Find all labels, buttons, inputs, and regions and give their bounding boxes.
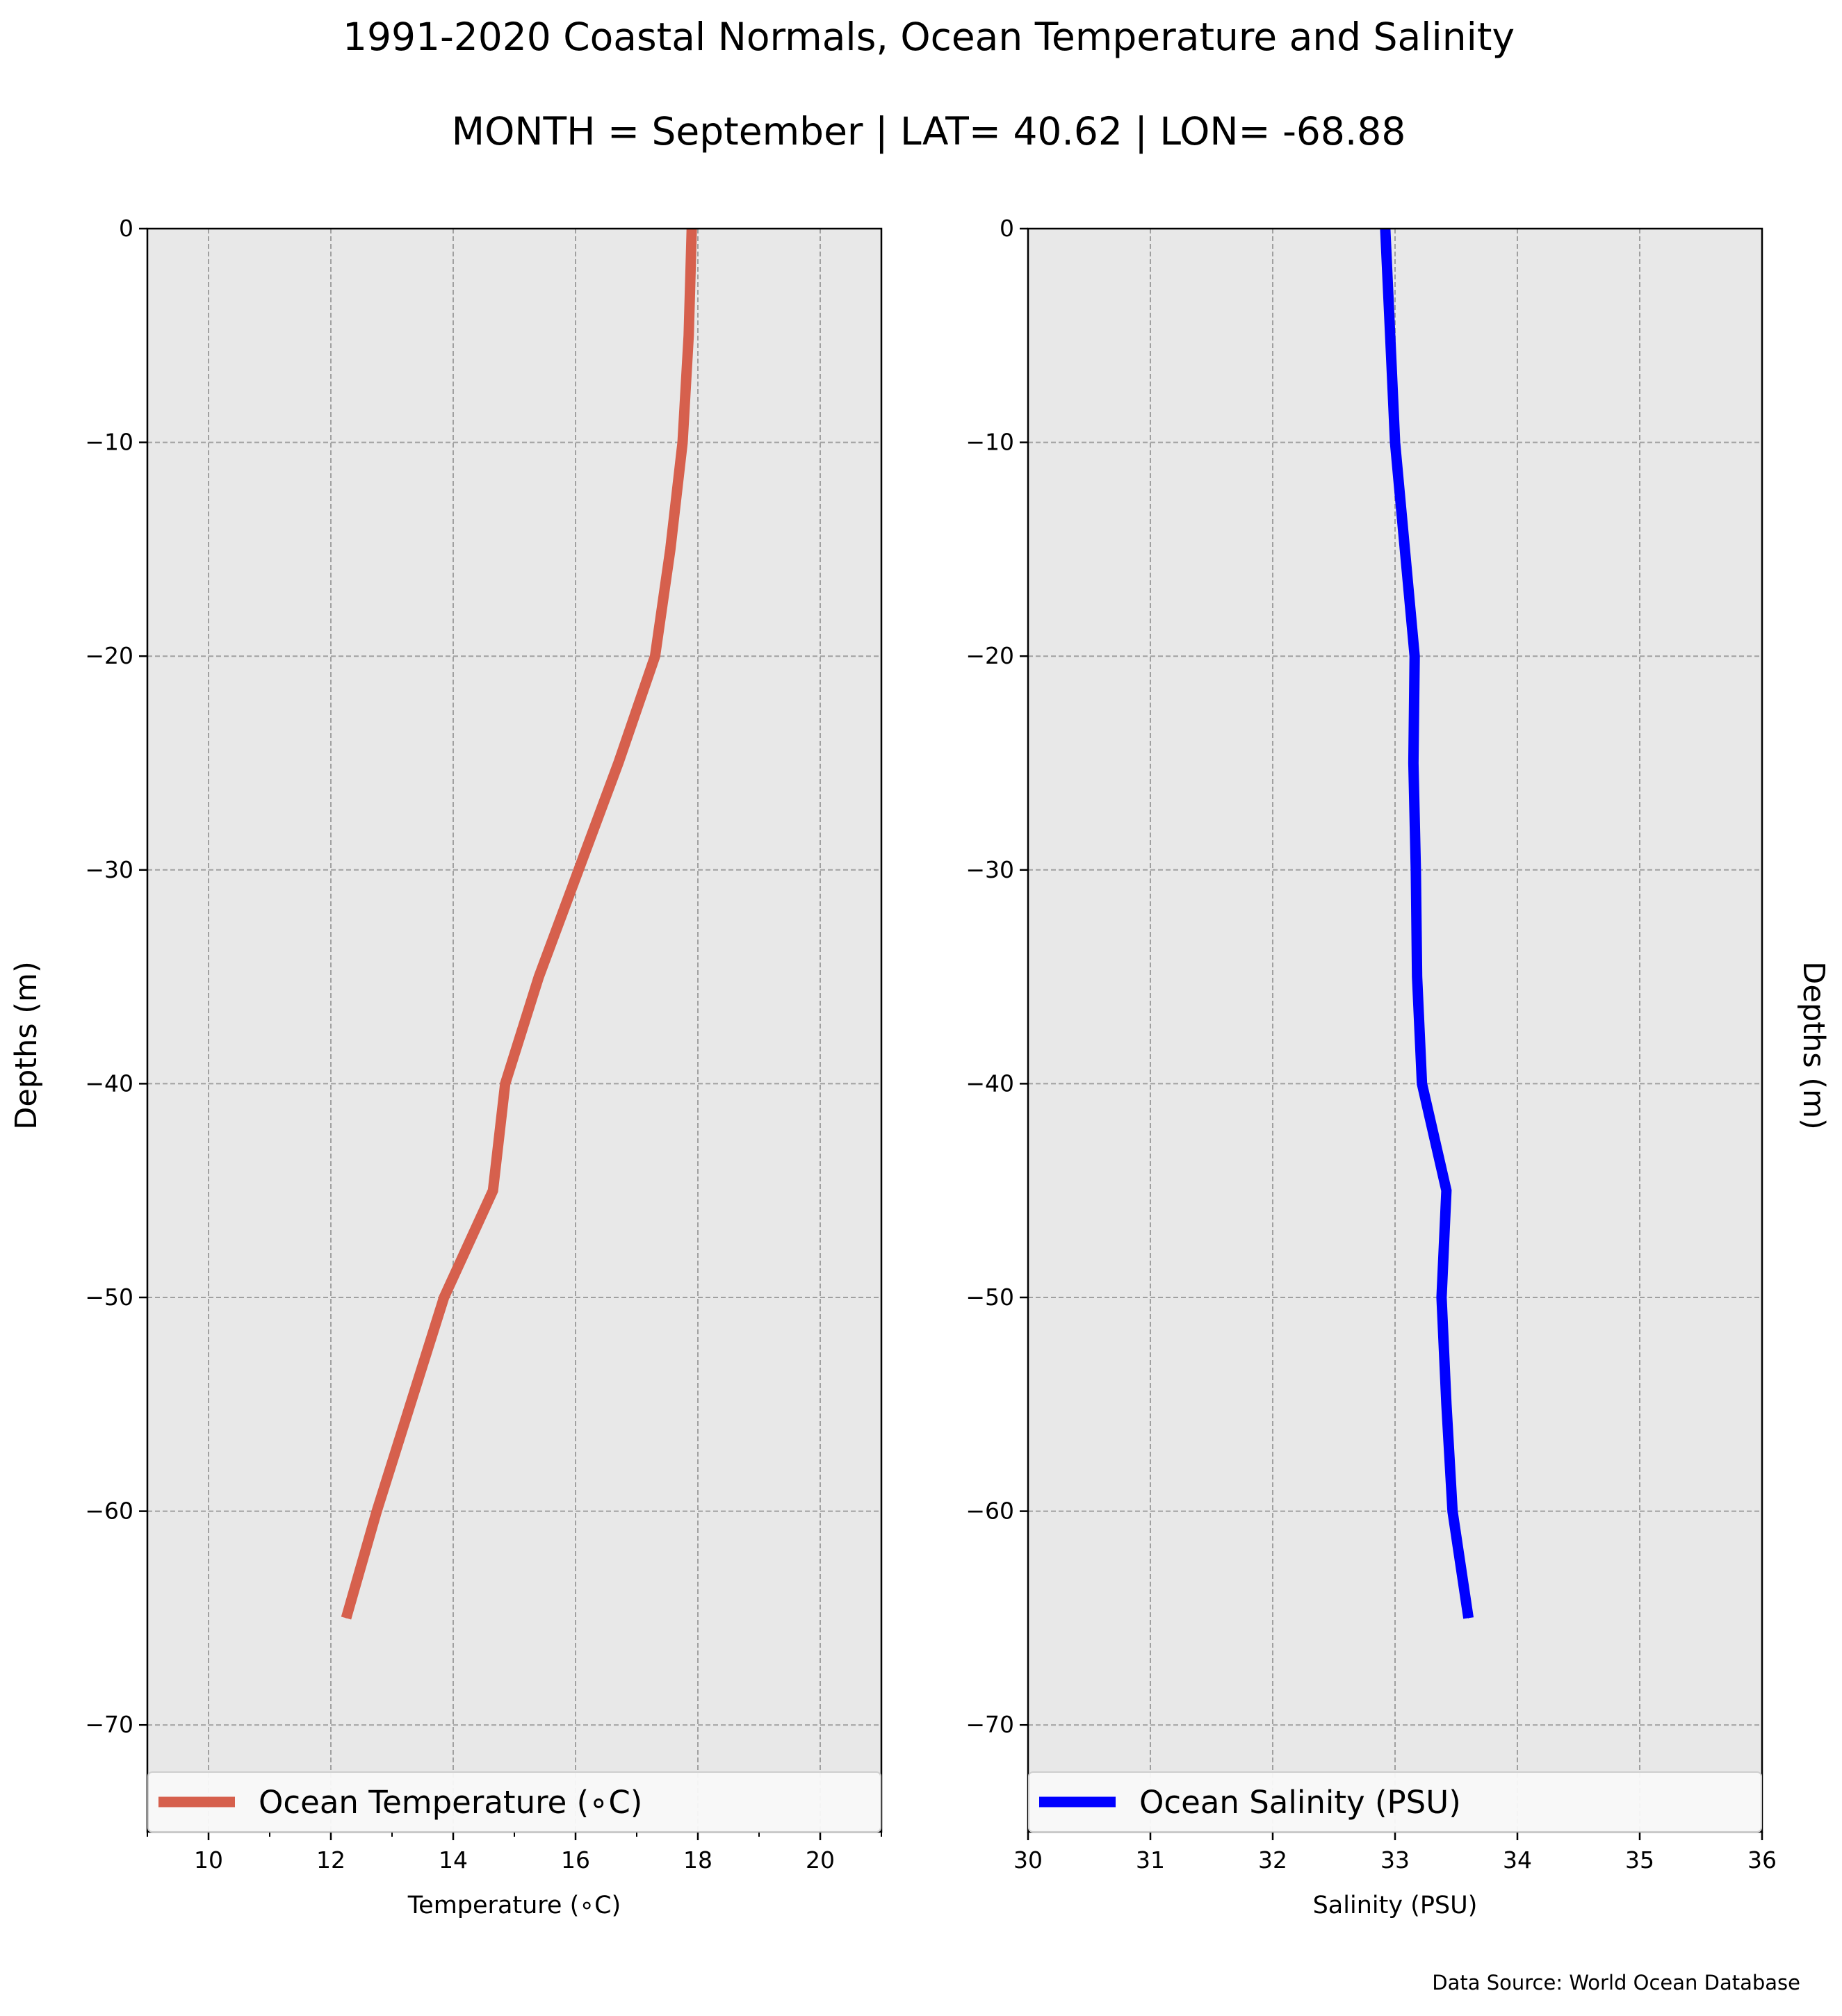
temperature-legend-box bbox=[147, 1771, 881, 1833]
salinity-data-point bbox=[1389, 335, 1391, 336]
temperature-data-point bbox=[492, 1190, 494, 1191]
salinity-legend-box bbox=[1028, 1771, 1762, 1833]
temperature-ytick-label: 0 bbox=[119, 215, 133, 242]
temperature-ytick-label: −10 bbox=[85, 429, 133, 456]
temperature-xtick-label: 20 bbox=[806, 1846, 835, 1874]
salinity-xtick-label: 32 bbox=[1258, 1846, 1287, 1874]
temperature-x-axis-label: Temperature (∘C) bbox=[407, 1892, 621, 1919]
temperature-legend: Ocean Temperature (∘C) bbox=[147, 1771, 881, 1833]
salinity-data-point bbox=[1415, 869, 1417, 871]
salinity-ytick-label: −30 bbox=[965, 856, 1014, 883]
salinity-y-axis-label: Depths (m) bbox=[1796, 961, 1831, 1129]
salinity-xtick-label: 35 bbox=[1625, 1846, 1654, 1874]
salinity-legend: Ocean Salinity (PSU) bbox=[1028, 1771, 1762, 1833]
temperature-data-point bbox=[578, 869, 579, 871]
temperature-legend-label: Ocean Temperature (∘C) bbox=[259, 1784, 642, 1821]
salinity-panel: 0 −10 −20 −30 −40 −50 −60 −70 30 31 32 33 34 35 36 Sali… bbox=[965, 215, 1831, 1919]
temperature-y-axis-label: Depths (m) bbox=[9, 961, 44, 1129]
salinity-series-line bbox=[1380, 228, 1474, 1619]
salinity-data-point bbox=[1394, 442, 1396, 443]
salinity-ytick-label: −70 bbox=[965, 1711, 1014, 1738]
temperature-ytick-label: −70 bbox=[85, 1711, 133, 1738]
temperature-ytick-label: −40 bbox=[85, 1070, 133, 1097]
salinity-xtick-label: 34 bbox=[1503, 1846, 1532, 1874]
salinity-xtick-label: 30 bbox=[1013, 1846, 1043, 1874]
temperature-panel: 0 −10 −20 −30 −40 −50 −60 −70 10 12 14 16 18 20 Temper… bbox=[9, 215, 883, 1919]
salinity-data-point bbox=[1421, 1083, 1423, 1084]
temperature-data-point bbox=[669, 548, 671, 550]
salinity-ytick-label: 0 bbox=[1000, 215, 1014, 242]
temperature-ytick-label: −50 bbox=[85, 1284, 133, 1311]
chart-subtitle: MONTH = September | LAT= 40.62 | LON= -6… bbox=[452, 109, 1406, 154]
salinity-xtick-label: 33 bbox=[1380, 1846, 1410, 1874]
salinity-xtick-label: 36 bbox=[1747, 1846, 1777, 1874]
temperature-ytick-label: −30 bbox=[85, 856, 133, 883]
salinity-data-point bbox=[1441, 1297, 1442, 1298]
chart-title: 1991-2020 Coastal Normals, Ocean Tempera… bbox=[343, 15, 1515, 59]
salinity-x-axis-label: Salinity (PSU) bbox=[1313, 1892, 1478, 1919]
salinity-ytick-label: −20 bbox=[965, 642, 1014, 669]
temperature-xtick-label: 16 bbox=[561, 1846, 590, 1874]
temperature-xtick-label: 12 bbox=[316, 1846, 345, 1874]
salinity-data-point bbox=[1412, 762, 1414, 764]
temperature-xtick-label: 14 bbox=[439, 1846, 468, 1874]
salinity-legend-label: Ocean Salinity (PSU) bbox=[1139, 1784, 1461, 1821]
temperature-xtick-label: 18 bbox=[683, 1846, 712, 1874]
source-note: Data Source: World Ocean Database bbox=[1432, 1971, 1800, 1994]
temperature-data-point bbox=[688, 335, 690, 336]
salinity-ytick-label: −10 bbox=[965, 429, 1014, 456]
temperature-xtick-label: 10 bbox=[194, 1846, 223, 1874]
salinity-ytick-label: −60 bbox=[965, 1498, 1014, 1525]
salinity-ytick-label: −50 bbox=[965, 1284, 1014, 1311]
temperature-data-point bbox=[443, 1297, 445, 1298]
salinity-ytick-label: −40 bbox=[965, 1070, 1014, 1097]
temperature-ytick-label: −20 bbox=[85, 642, 133, 669]
temperature-series-line bbox=[341, 228, 697, 1620]
temperature-plot-area bbox=[147, 229, 881, 1832]
temperature-data-point bbox=[618, 762, 619, 764]
salinity-xtick-label: 31 bbox=[1136, 1846, 1165, 1874]
temperature-ytick-label: −60 bbox=[85, 1498, 133, 1525]
